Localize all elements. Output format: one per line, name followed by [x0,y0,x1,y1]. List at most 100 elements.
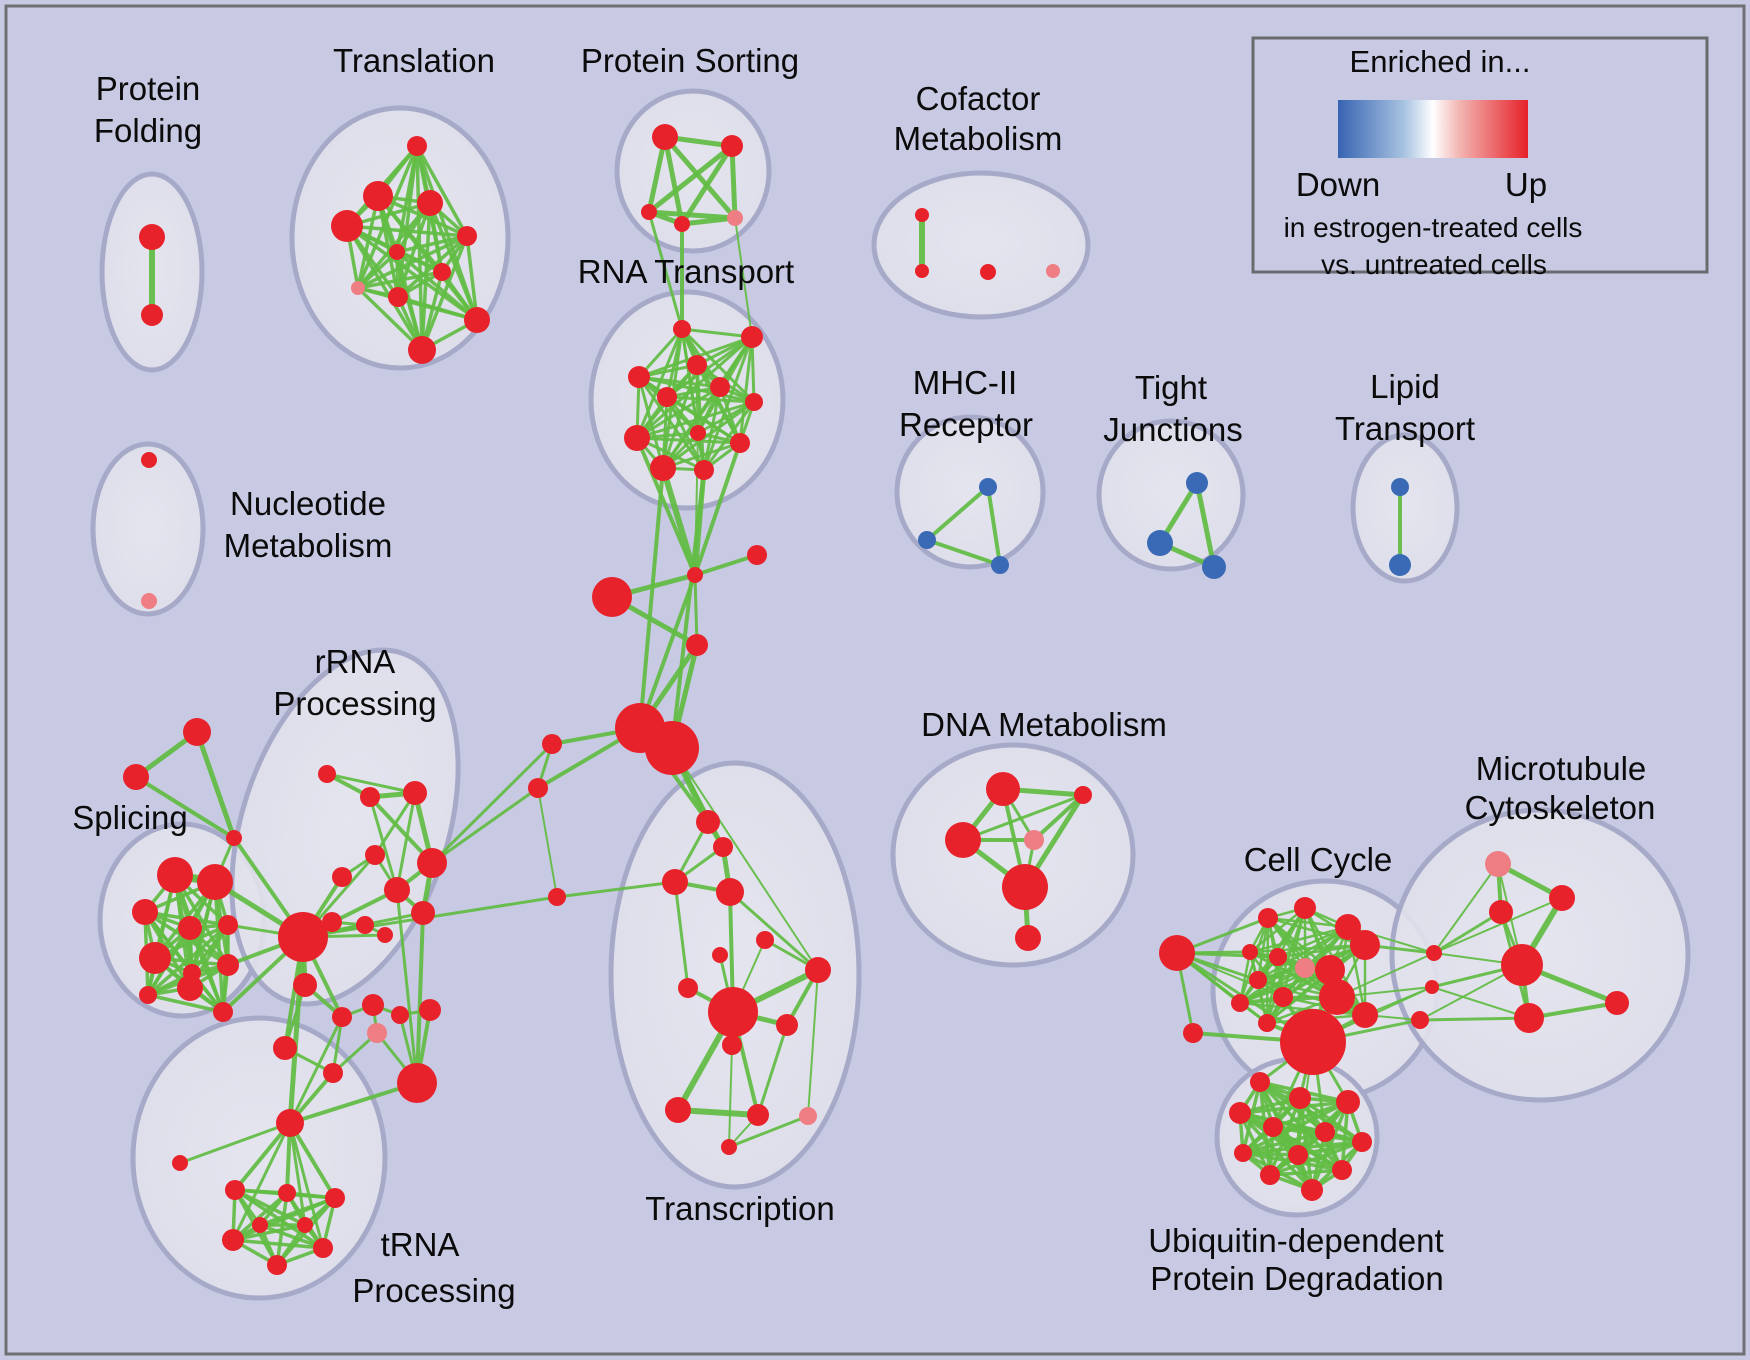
gene-set-node [712,947,728,963]
gene-set-node [388,287,408,307]
gene-set-node [331,210,363,242]
edge [1238,916,1270,1005]
gene-set-node [457,226,477,246]
gene-set-node [805,957,831,983]
legend-gradient-bar [1338,100,1528,158]
cluster-labels-layer: Protein Folding Translation Protein Sorting… [72,42,1655,1309]
gene-set-node [332,867,352,887]
edge [356,286,424,352]
gene-set-node [747,545,767,565]
gene-set-node [464,307,490,333]
gene-set-node [225,1180,245,1200]
gene-set-node [1549,885,1575,911]
gene-set-node [417,190,443,216]
gene-set-node [721,135,743,157]
cluster-label-transcription-0: Transcription [645,1190,835,1227]
edge [537,787,558,898]
gene-set-node [1288,1145,1308,1165]
edge [1431,986,1530,1019]
edge [1268,1168,1344,1177]
gene-set-node [1411,1011,1429,1029]
gene-set-node [1258,1014,1276,1032]
gene-set-node [1352,1002,1378,1028]
cluster-label-protein-sorting-0: Protein Sorting [581,42,799,79]
edge [395,234,469,254]
gene-set-node [1332,1160,1352,1180]
edge [231,1238,325,1250]
edge [693,441,742,577]
edge [728,890,820,972]
gene-set-node [673,320,691,338]
edge [638,466,665,730]
cluster-label-tight-junctions-0: Tight [1135,369,1207,406]
edge [194,729,237,841]
gene-set-node [1294,897,1316,919]
edge [356,144,419,290]
gene-set-node [1301,1179,1323,1201]
gene-set-node [1260,1165,1280,1185]
gene-set-node [363,181,393,211]
gene-set-node [1501,944,1543,986]
cluster-ellipse-nucleotide-metabolism [90,441,206,617]
gene-set-node [665,1097,691,1123]
gene-set-node [252,1217,268,1233]
gene-set-node [687,567,703,583]
gene-set-node [1202,555,1226,579]
gene-set-node [141,593,157,609]
edge [288,1121,325,1250]
edge [134,775,236,840]
gene-set-node [367,1023,387,1043]
gene-set-node [657,387,677,407]
edge [1433,863,1499,954]
edge [729,143,738,221]
gene-set-node [652,124,678,150]
edge [986,485,1002,567]
cluster-label-microtubule-cytoskeleton-0: Microtubule [1476,750,1647,787]
gene-set-node [197,864,233,900]
edge [671,747,819,971]
gene-set-node [278,1184,296,1202]
gene-set-node [1335,914,1361,940]
color-legend: Enriched in... Down Up in estrogen-treat… [1251,36,1709,280]
gene-set-node [716,878,744,906]
gene-set-node [351,281,365,295]
edge [1248,943,1367,954]
gene-set-node [384,877,410,903]
gene-set-node [980,264,996,280]
gene-set-node [756,931,774,949]
gene-set-node [1289,1087,1311,1109]
gene-set-node [407,136,427,156]
gene-set-node [645,721,699,775]
gene-set-node [433,263,451,281]
cluster-label-trna-processing-0: tRNA [381,1226,460,1263]
gene-set-node [1250,1072,1270,1092]
edge [1268,1140,1364,1177]
edge [368,795,434,865]
legend-down-label: Down [1296,166,1380,203]
cluster-label-rrna-processing-1: Processing [273,685,436,722]
edge [673,880,690,990]
gene-set-node [267,1255,287,1275]
cluster-label-splicing-0: Splicing [72,799,188,836]
cluster-ellipse-lipid-transport [1350,432,1460,584]
gene-set-node [332,1007,352,1027]
gene-set-node [624,425,650,451]
gene-set-node [721,1139,737,1155]
gene-set-node [1391,478,1409,496]
cluster-ellipse-mhc-ii-receptor [894,414,1046,570]
gene-set-node [986,772,1020,806]
edge [356,250,399,290]
edge [1194,480,1217,570]
gene-set-node [690,425,706,441]
gene-set-node [323,1063,343,1083]
cluster-label-rna-transport-0: RNA Transport [578,253,794,290]
gene-set-node [1242,944,1258,960]
edge [288,1015,344,1125]
gene-set-node [139,224,165,250]
gene-set-node [419,999,441,1021]
gene-set-node [293,973,317,997]
gene-set-node [542,734,562,754]
gene-set-node [1258,908,1278,928]
edge [647,210,684,331]
